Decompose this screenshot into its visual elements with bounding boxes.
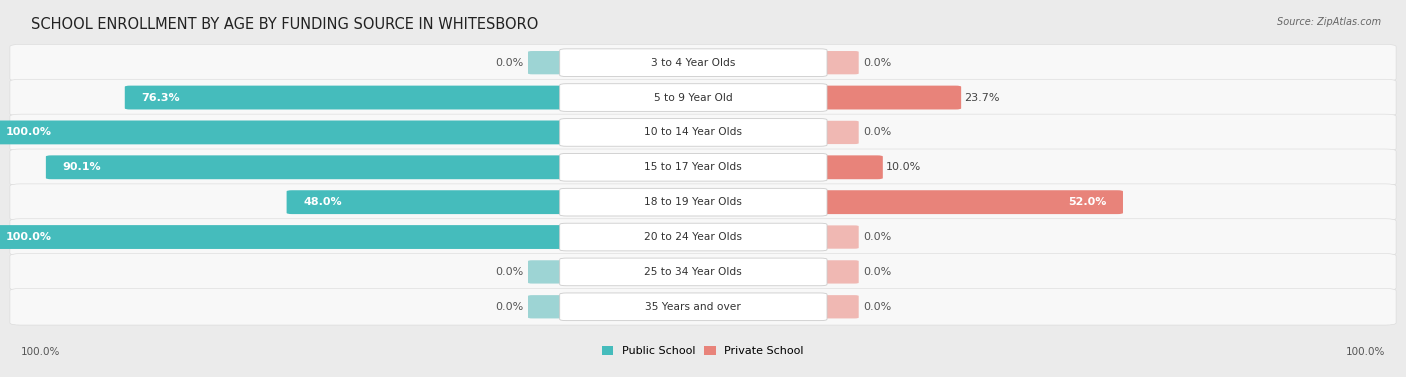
Text: 0.0%: 0.0%: [863, 58, 891, 68]
Text: 20 to 24 Year Olds: 20 to 24 Year Olds: [644, 232, 742, 242]
Text: 100.0%: 100.0%: [6, 127, 52, 138]
Text: 0.0%: 0.0%: [863, 232, 891, 242]
FancyBboxPatch shape: [10, 114, 1396, 151]
Text: 100.0%: 100.0%: [6, 232, 52, 242]
FancyBboxPatch shape: [560, 223, 827, 251]
FancyBboxPatch shape: [560, 293, 827, 320]
FancyBboxPatch shape: [815, 121, 859, 144]
Text: 100.0%: 100.0%: [1346, 346, 1385, 357]
FancyBboxPatch shape: [560, 84, 827, 111]
FancyBboxPatch shape: [10, 219, 1396, 255]
Text: 18 to 19 Year Olds: 18 to 19 Year Olds: [644, 197, 742, 207]
FancyBboxPatch shape: [560, 49, 827, 77]
Text: 48.0%: 48.0%: [304, 197, 342, 207]
Text: 25 to 34 Year Olds: 25 to 34 Year Olds: [644, 267, 742, 277]
FancyBboxPatch shape: [529, 260, 571, 284]
Text: Source: ZipAtlas.com: Source: ZipAtlas.com: [1277, 17, 1381, 28]
FancyBboxPatch shape: [125, 86, 572, 109]
Text: 10.0%: 10.0%: [886, 162, 921, 172]
FancyBboxPatch shape: [46, 155, 572, 179]
FancyBboxPatch shape: [10, 184, 1396, 221]
FancyBboxPatch shape: [529, 51, 571, 74]
Text: 0.0%: 0.0%: [863, 267, 891, 277]
Text: 5 to 9 Year Old: 5 to 9 Year Old: [654, 92, 733, 103]
FancyBboxPatch shape: [815, 51, 859, 74]
Text: 15 to 17 Year Olds: 15 to 17 Year Olds: [644, 162, 742, 172]
FancyBboxPatch shape: [10, 44, 1396, 81]
Text: 90.1%: 90.1%: [62, 162, 101, 172]
FancyBboxPatch shape: [10, 79, 1396, 116]
FancyBboxPatch shape: [815, 225, 859, 249]
FancyBboxPatch shape: [0, 225, 572, 249]
FancyBboxPatch shape: [560, 119, 827, 146]
FancyBboxPatch shape: [560, 188, 827, 216]
Text: 3 to 4 Year Olds: 3 to 4 Year Olds: [651, 58, 735, 68]
FancyBboxPatch shape: [560, 153, 827, 181]
FancyBboxPatch shape: [815, 260, 859, 284]
Text: 52.0%: 52.0%: [1069, 197, 1107, 207]
FancyBboxPatch shape: [10, 149, 1396, 185]
FancyBboxPatch shape: [529, 295, 571, 319]
Text: 76.3%: 76.3%: [142, 92, 180, 103]
Legend: Public School, Private School: Public School, Private School: [598, 341, 808, 360]
Text: 100.0%: 100.0%: [21, 346, 60, 357]
Text: 0.0%: 0.0%: [863, 127, 891, 138]
Text: 23.7%: 23.7%: [965, 92, 1000, 103]
Text: 0.0%: 0.0%: [863, 302, 891, 312]
Text: SCHOOL ENROLLMENT BY AGE BY FUNDING SOURCE IN WHITESBORO: SCHOOL ENROLLMENT BY AGE BY FUNDING SOUR…: [31, 17, 538, 32]
FancyBboxPatch shape: [815, 295, 859, 319]
FancyBboxPatch shape: [10, 254, 1396, 290]
Text: 10 to 14 Year Olds: 10 to 14 Year Olds: [644, 127, 742, 138]
FancyBboxPatch shape: [0, 121, 572, 144]
FancyBboxPatch shape: [10, 288, 1396, 325]
Text: 0.0%: 0.0%: [496, 267, 524, 277]
FancyBboxPatch shape: [287, 190, 572, 214]
Text: 0.0%: 0.0%: [496, 58, 524, 68]
Text: 35 Years and over: 35 Years and over: [645, 302, 741, 312]
FancyBboxPatch shape: [814, 155, 883, 179]
FancyBboxPatch shape: [560, 258, 827, 286]
FancyBboxPatch shape: [814, 86, 962, 109]
FancyBboxPatch shape: [814, 190, 1123, 214]
Text: 0.0%: 0.0%: [496, 302, 524, 312]
